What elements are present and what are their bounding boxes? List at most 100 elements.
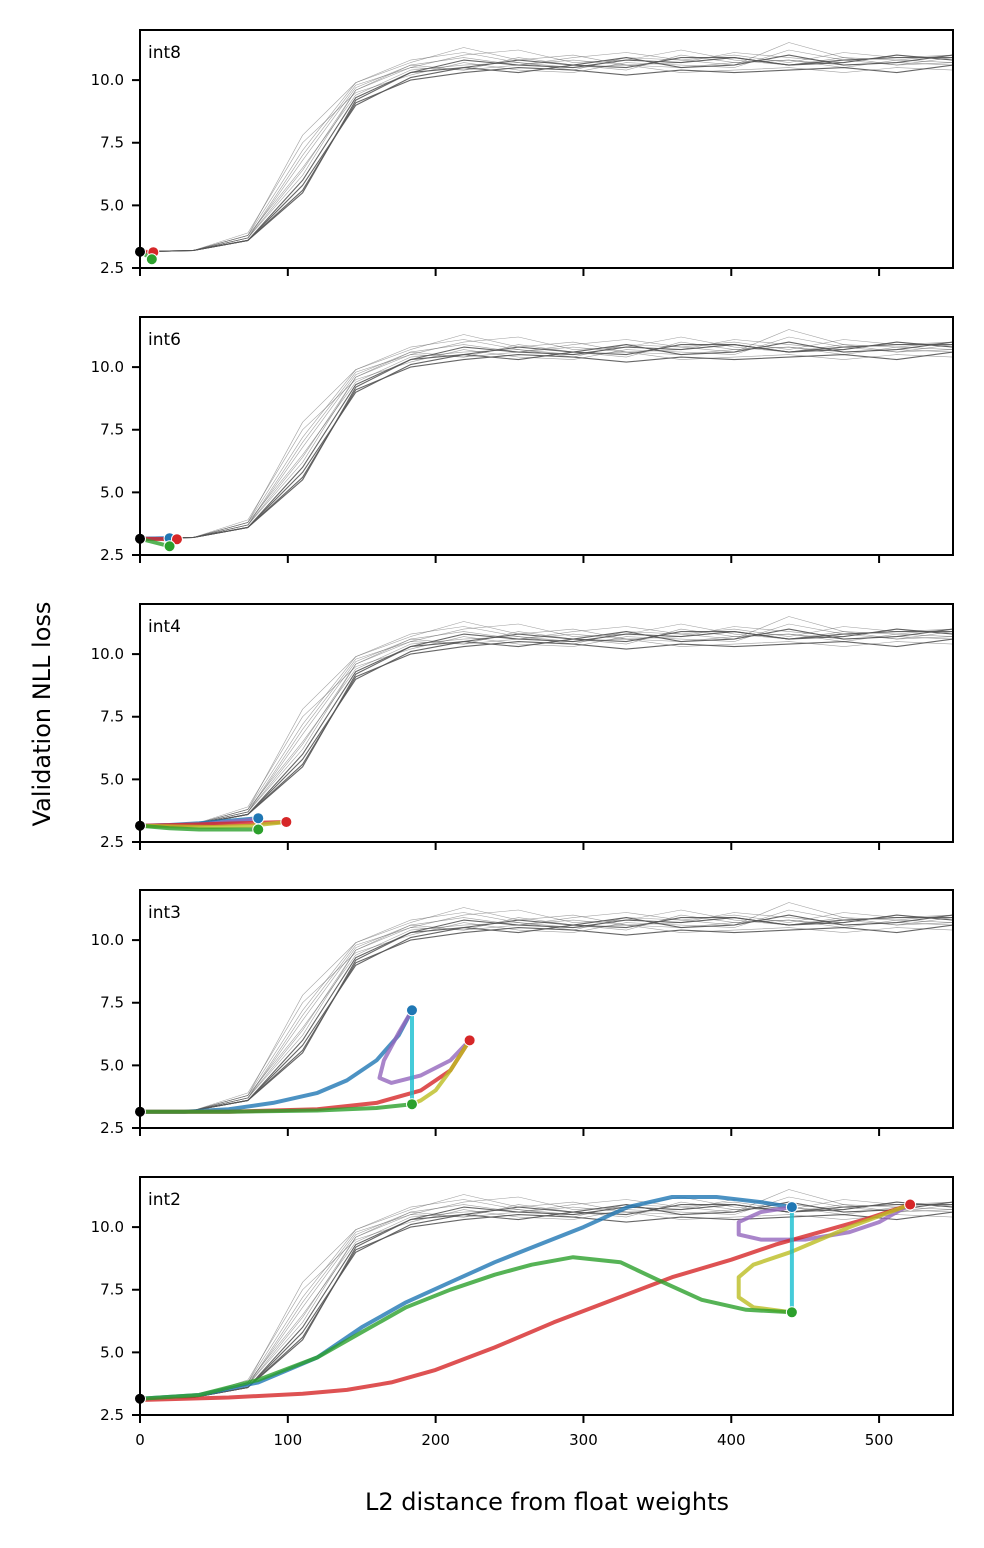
y-tick-label: 2.5 [100,1406,124,1424]
background-run-line [140,919,953,1112]
background-run-line [140,1189,953,1399]
endpoint-marker [170,533,183,546]
panel-int4: int4 2.5 5.0 7.5 10.0 [91,603,954,851]
x-tick-label: 500 [865,1431,894,1449]
background-run-line [140,329,953,539]
panel-int8: int8 2.5 5.0 7.5 10.0 [91,29,954,277]
background-run-line [140,1199,953,1399]
y-tick-label: 7.5 [100,134,124,152]
x-tick-label: 100 [273,1431,302,1449]
y-tick-label: 7.5 [100,421,124,439]
endpoint-marker [145,253,158,266]
background-run-line [140,1206,953,1399]
axes-frame [139,889,954,1129]
background-run-line [140,914,953,1112]
background-run-line [140,626,953,826]
plot-area [140,42,953,262]
series-line-olive [410,1038,472,1107]
y-tick-label: 5.0 [100,196,124,214]
background-run-line [140,59,953,252]
y-tick-label: 5.0 [100,1056,124,1074]
background-run-line [140,336,953,539]
background-run-line [140,47,953,252]
plot-area [140,1189,953,1402]
panel-label: int4 [148,617,181,637]
panel-label: int2 [148,1190,181,1210]
background-run-line [140,909,953,1112]
background-run-line [140,631,953,827]
y-tick-label: 10.0 [91,1218,124,1236]
endpoint-marker [280,815,293,828]
background-run-line [140,1194,953,1399]
background-run-line [140,628,953,826]
background-run-line [140,49,953,252]
endpoint-marker [252,812,265,825]
plot-area [140,902,953,1114]
background-run-line [140,633,953,826]
y-tick-label: 5.0 [100,1343,124,1361]
y-tick-label: 5.0 [100,770,124,788]
y-tick-label: 10.0 [91,71,124,89]
background-run-line [140,334,953,539]
background-run-line [140,344,953,540]
endpoint-marker [252,823,265,836]
background-run-line [140,902,953,1112]
background-run-line [140,49,953,252]
y-tick-label: 2.5 [100,259,124,277]
panel-int2: int2 2.5 5.0 7.5 10.0 0 100 200 300 400 500 [91,1176,954,1449]
plot-area [140,616,953,832]
series-line-green [140,823,261,832]
y-tick-label: 5.0 [100,483,124,501]
endpoint-marker [163,540,176,553]
background-run-line [140,62,953,252]
series-line-green [140,1255,794,1401]
y-tick-label: 10.0 [91,645,124,663]
background-run-line [140,638,953,827]
y-tick-label: 7.5 [100,1281,124,1299]
series-line-olive [736,1202,913,1315]
background-run-line [140,616,953,826]
y-tick-label: 7.5 [100,708,124,726]
series-line-purple [377,1008,472,1085]
background-run-line [140,922,953,1112]
axes-frame [139,1176,954,1416]
background-run-line [140,57,953,253]
background-run-line [140,1201,953,1399]
y-tick-label: 2.5 [100,546,124,564]
y-tick-label: 10.0 [91,931,124,949]
series-line-green [140,1102,414,1114]
panel-int6: int6 2.5 5.0 7.5 10.0 [91,316,954,564]
background-run-line [140,1196,953,1399]
background-run-line [140,339,953,539]
endpoint-marker [785,1201,798,1214]
background-run-line [140,42,953,252]
x-tick-label: 300 [569,1431,598,1449]
y-axis-label: Validation NLL loss [28,602,56,827]
axes-frame [139,316,954,556]
background-run-line [140,909,953,1112]
background-run-line [140,349,953,539]
background-run-line [140,1209,953,1399]
background-run-line [140,623,953,826]
background-run-line [140,907,953,1112]
background-run-line [140,346,953,539]
background-run-line [140,621,953,826]
endpoint-marker [405,1004,418,1017]
endpoint-marker [463,1034,476,1047]
background-run-line [140,341,953,539]
x-tick-label: 400 [717,1431,746,1449]
endpoint-marker [785,1306,798,1319]
background-run-line [140,54,953,252]
y-tick-label: 10.0 [91,358,124,376]
axes-frame [139,603,954,843]
background-run-line [140,912,953,1112]
plot-area [140,329,953,549]
x-tick-label: 0 [135,1431,145,1449]
background-run-line [140,52,953,252]
background-run-line [140,1196,953,1399]
panel-label: int3 [148,903,181,923]
axes-frame [139,29,954,269]
background-run-line [140,623,953,826]
endpoint-marker [405,1098,418,1111]
y-tick-label: 7.5 [100,994,124,1012]
